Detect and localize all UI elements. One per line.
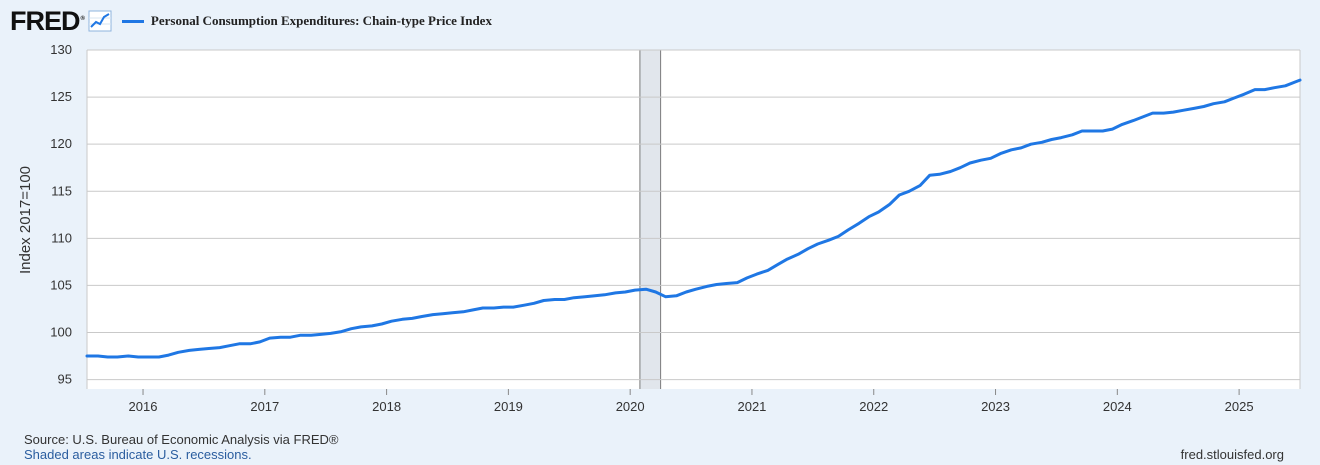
x-tick-label: 2021 bbox=[737, 399, 766, 414]
x-tick-label: 2022 bbox=[859, 399, 888, 414]
chart-legend: Personal Consumption Expenditures: Chain… bbox=[121, 13, 492, 29]
series-layer bbox=[85, 78, 1302, 359]
source-text: Source: U.S. Bureau of Economic Analysis… bbox=[24, 432, 339, 447]
y-tick-label: 95 bbox=[58, 372, 72, 387]
y-tick-label: 125 bbox=[50, 89, 72, 104]
line-chart: 95 100 105 110 115 120 125 130 2016 2017 2018 2019… bbox=[17, 42, 1302, 414]
x-tick-label: 2019 bbox=[494, 399, 523, 414]
recession-band bbox=[639, 50, 661, 389]
x-tick-label: 2024 bbox=[1103, 399, 1132, 414]
fred-logo-text: FRED bbox=[10, 5, 80, 36]
y-tick-label: 100 bbox=[50, 325, 72, 340]
fred-logo-mark: ® bbox=[80, 15, 86, 22]
series-line[interactable] bbox=[85, 78, 1302, 359]
x-tick-label: 2016 bbox=[129, 399, 158, 414]
y-tick-label: 115 bbox=[51, 183, 72, 198]
y-tick-label: 105 bbox=[50, 277, 72, 292]
site-url[interactable]: fred.stlouisfed.org bbox=[1180, 447, 1284, 462]
x-axis-ticks: 2016 2017 2018 2019 2020 2021 2022 2023 2024 2025 bbox=[129, 389, 1254, 414]
line-graph-icon[interactable] bbox=[88, 10, 112, 32]
x-tick-label: 2023 bbox=[981, 399, 1010, 414]
recession-note[interactable]: Shaded areas indicate U.S. recessions. bbox=[24, 447, 252, 462]
legend-label: Personal Consumption Expenditures: Chain… bbox=[150, 13, 492, 28]
grid-layer bbox=[86, 49, 1301, 389]
recession-layer bbox=[639, 50, 662, 389]
y-axis-ticks: 95 100 105 110 115 120 125 130 bbox=[50, 42, 72, 387]
y-tick-label: 110 bbox=[51, 230, 72, 245]
fred-logo[interactable]: FRED® bbox=[10, 5, 86, 36]
y-axis-title: Index 2017=100 bbox=[17, 166, 34, 274]
x-tick-label: 2018 bbox=[372, 399, 401, 414]
y-tick-label: 120 bbox=[50, 136, 72, 151]
y-tick-label: 130 bbox=[50, 42, 72, 57]
chart-header: FRED® Personal Consumption Expenditures:… bbox=[10, 6, 492, 36]
x-tick-label: 2020 bbox=[616, 399, 645, 414]
legend-swatch bbox=[121, 19, 144, 23]
x-tick-label: 2025 bbox=[1225, 399, 1254, 414]
x-tick-label: 2017 bbox=[250, 399, 279, 414]
